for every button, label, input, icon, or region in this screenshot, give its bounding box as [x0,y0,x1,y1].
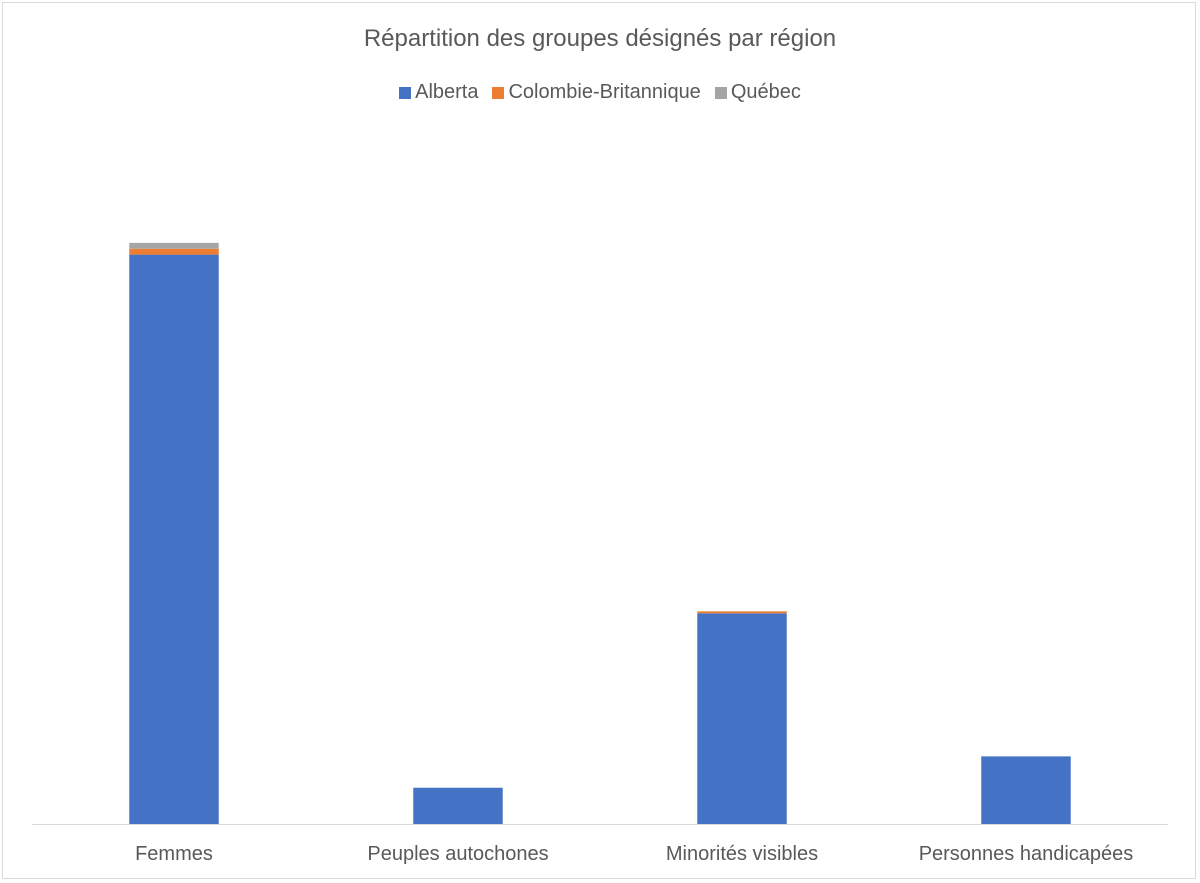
bar-alberta-peuples-autochones [413,787,503,824]
legend-label-alberta: Alberta [415,81,479,103]
x-tick-label-peuples-autochones: Peuples autochones [367,843,548,865]
bar-colombie-britannique-femmes [129,248,219,255]
x-tick-label-personnes-handicapees: Personnes handicapées [919,843,1134,865]
legend-item-colombie-britannique: Colombie-Britannique [492,81,701,104]
bar-alberta-femmes [129,254,219,824]
bar-colombie-britannique-minorites-visibles [697,611,787,614]
legend-label-colombie-britannique: Colombie-Britannique [508,81,701,103]
legend-item-quebec: Québec [714,81,801,104]
bar-quebec-femmes [129,242,219,249]
chart-title: Répartition des groupes désignés par rég… [363,25,837,52]
legend-swatch-alberta [399,86,412,99]
x-tick-label-minorites-visibles: Minorités visibles [666,843,818,865]
legend-item-alberta: Alberta [399,81,478,104]
bar-alberta-minorites-visibles [697,613,787,824]
legend-swatch-quebec [714,86,727,99]
chart-legend: Alberta Colombie-Britannique Québec [3,81,1197,104]
x-tick-label-femmes: Femmes [135,843,213,865]
legend-label-quebec: Québec [730,81,801,103]
bar-alberta-personnes-handicapees [981,756,1071,824]
legend-swatch-colombie-britannique [492,86,505,99]
